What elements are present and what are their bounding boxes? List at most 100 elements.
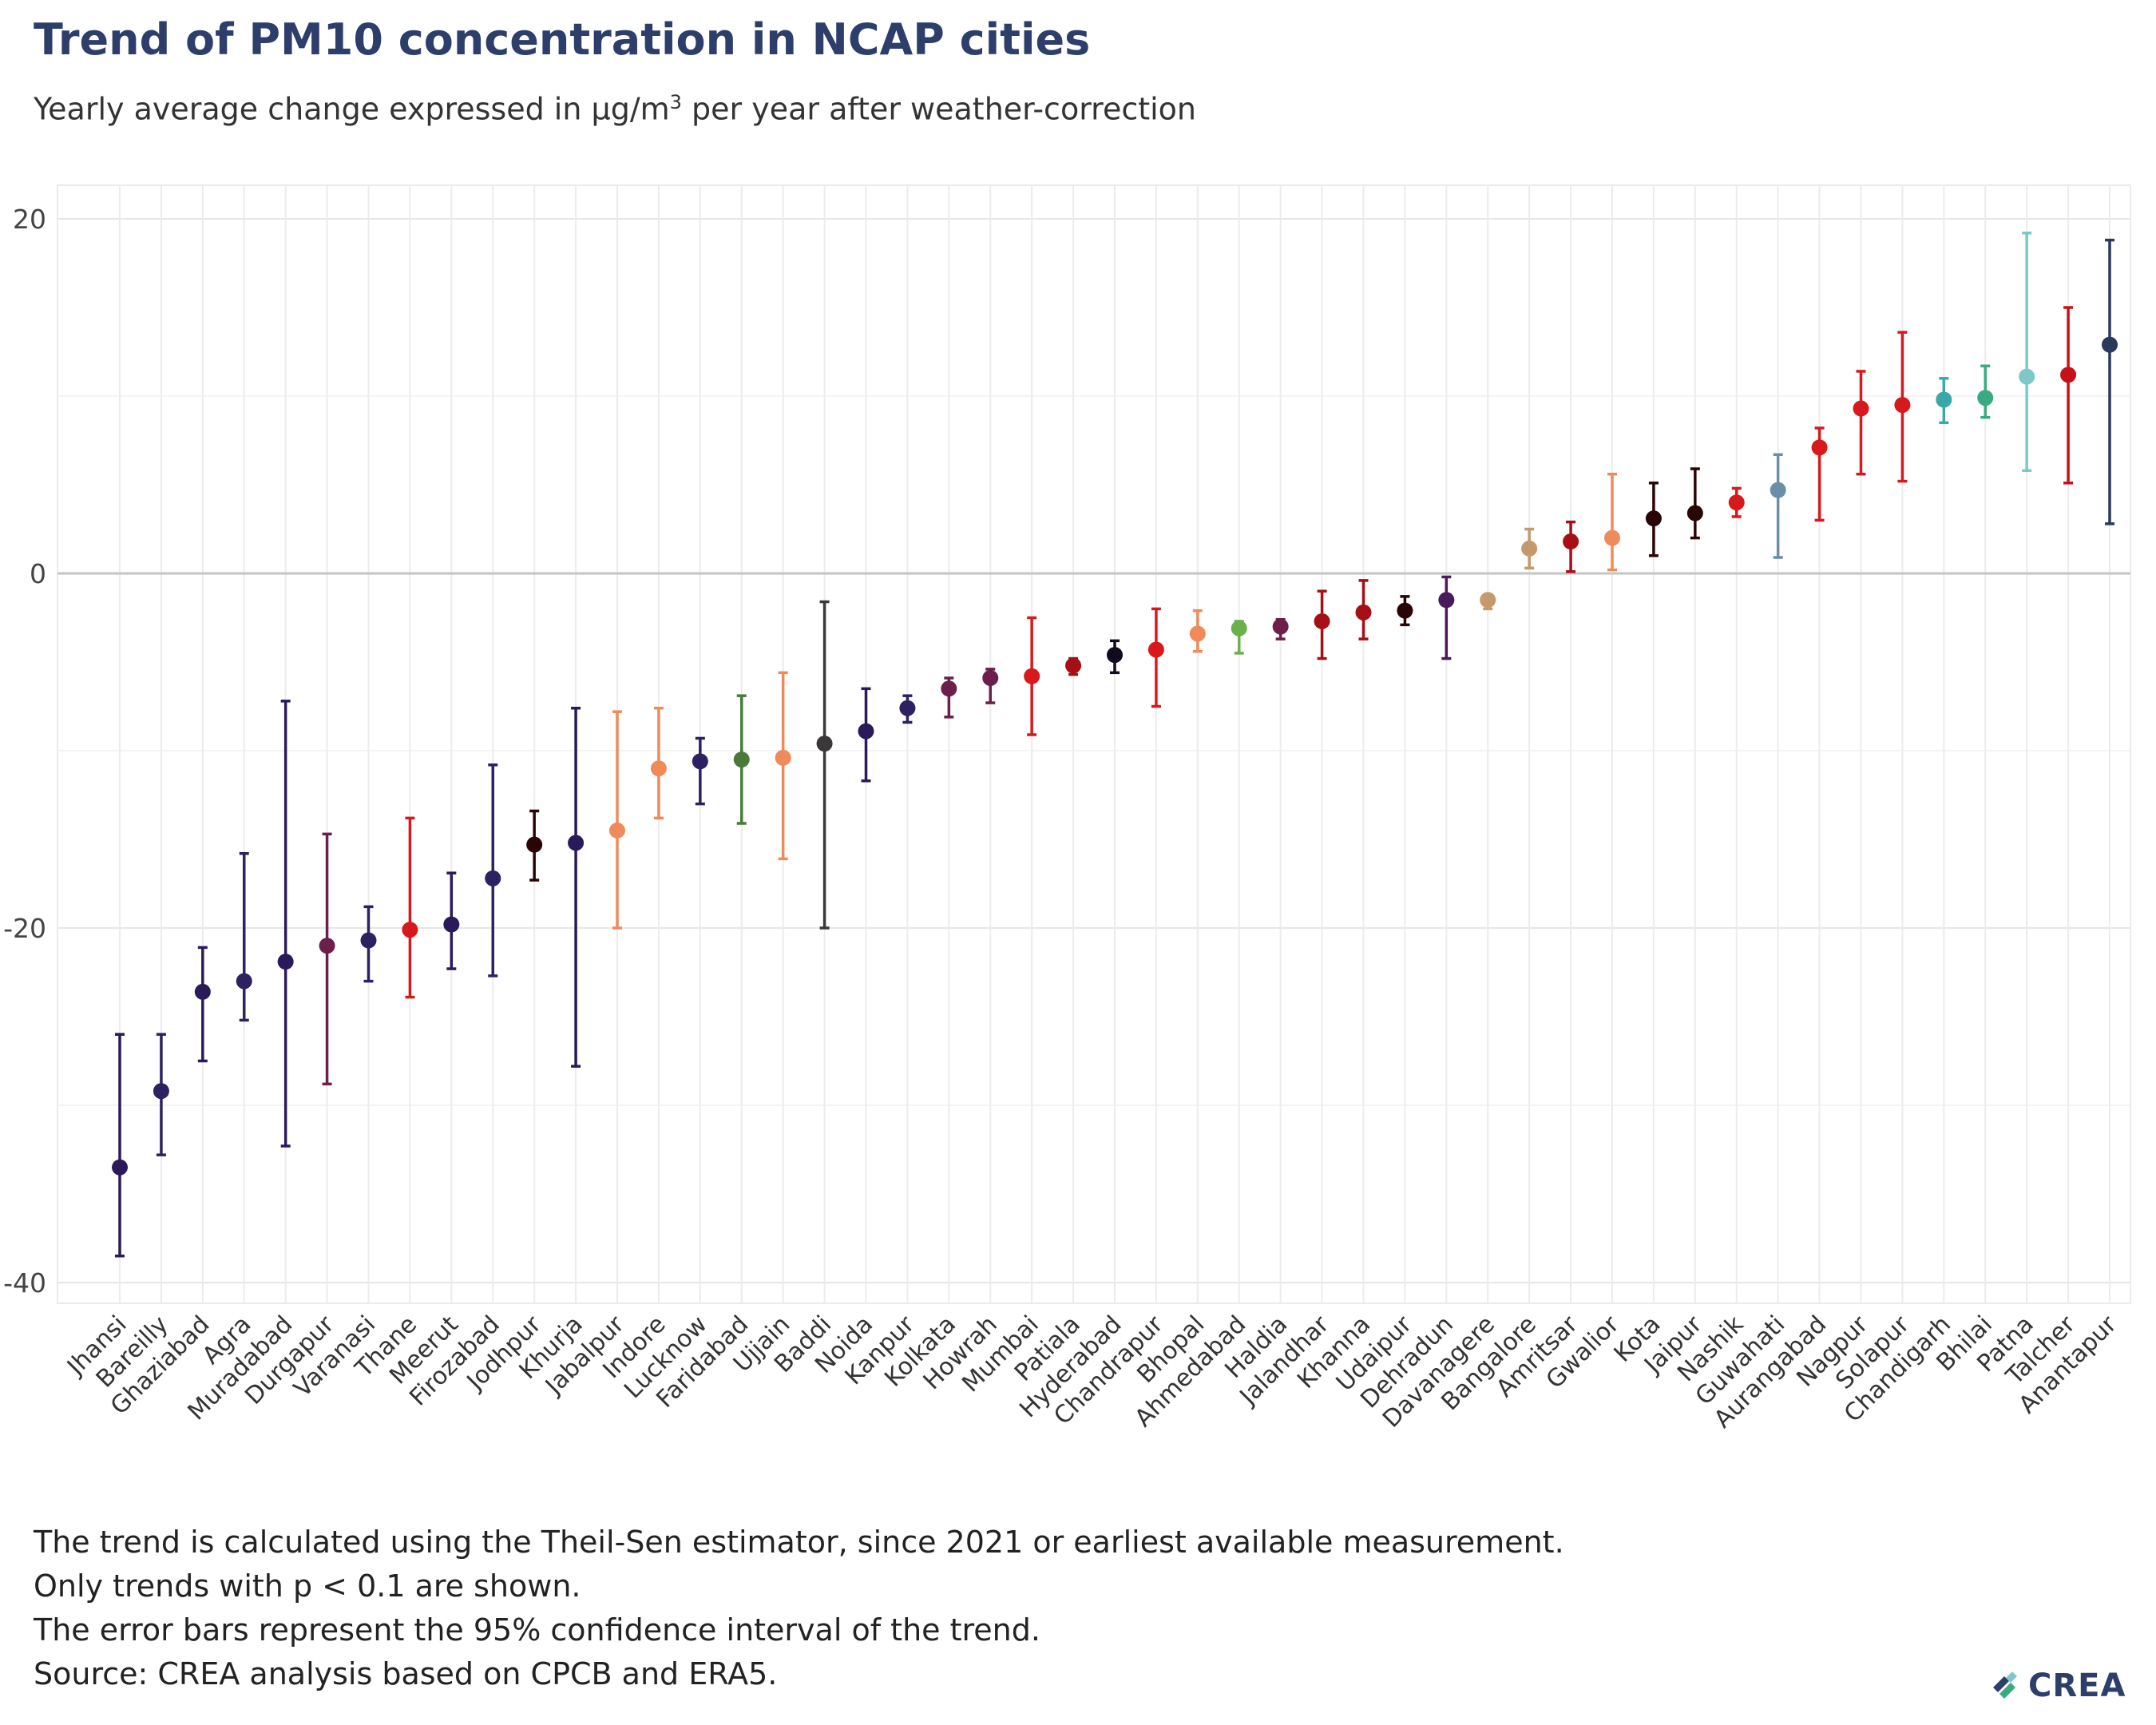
data-point (1272, 618, 1289, 635)
data-point-group (1853, 370, 1869, 476)
data-point (1521, 540, 1538, 557)
data-point-group (1770, 453, 1786, 559)
data-point (1438, 592, 1455, 609)
data-point-group (1355, 579, 1372, 640)
data-point-group (775, 671, 791, 861)
chart-subtitle: Yearly average change expressed in µg/m3… (34, 91, 1196, 127)
data-point-group (402, 816, 418, 999)
data-point (402, 922, 418, 938)
data-point (1853, 400, 1869, 417)
data-point-group (526, 809, 543, 882)
y-tick-label: -40 (3, 1267, 46, 1299)
data-point-group (1314, 589, 1330, 660)
data-point (858, 723, 874, 740)
data-point (526, 836, 543, 853)
data-point-group (650, 706, 667, 820)
data-point (1936, 391, 1952, 408)
data-point-group (1231, 620, 1247, 655)
data-point (1686, 505, 1703, 521)
chart-marks (112, 232, 2118, 1258)
data-point (1355, 604, 1372, 621)
data-point-group (2019, 232, 2035, 472)
data-point (360, 932, 377, 949)
data-point (2060, 367, 2077, 383)
data-point (1604, 529, 1620, 546)
data-point-group (194, 946, 211, 1063)
data-point-group (1480, 592, 1496, 611)
data-point (1480, 592, 1496, 609)
data-point-group (1065, 656, 1082, 676)
data-point-group (1686, 467, 1703, 540)
data-point-group (733, 694, 750, 825)
subtitle-superscript: 3 (669, 91, 682, 113)
note-line: Only trends with p < 0.1 are shown. (34, 1568, 581, 1604)
data-point (194, 983, 211, 1000)
data-point (485, 870, 501, 886)
data-point-group (2102, 238, 2118, 525)
data-point-group (1397, 595, 1413, 627)
chart-notes: The trend is calculated using the Theil-… (34, 1521, 1564, 1696)
data-point-group (692, 736, 708, 806)
data-point (1065, 657, 1082, 674)
subtitle-suffix: per year after weather-correction (681, 91, 1197, 127)
data-point (236, 973, 252, 989)
data-point-group (1189, 609, 1206, 653)
data-point-group (1024, 616, 1040, 736)
data-point-group (2060, 306, 2077, 485)
data-point (1231, 620, 1247, 636)
data-point (568, 835, 585, 851)
crea-logo-text: CREA (2028, 1668, 2126, 1704)
data-point-group (153, 1033, 169, 1156)
crea-logo: CREA (1990, 1668, 2126, 1704)
data-point (1770, 482, 1786, 498)
data-point (112, 1159, 128, 1176)
data-point-group (319, 832, 335, 1086)
data-point (1894, 397, 1911, 414)
data-point-group (112, 1033, 128, 1258)
data-point (1811, 439, 1828, 456)
subtitle-prefix: Yearly average change expressed in µg/m (34, 91, 670, 127)
note-line: The error bars represent the 95% confide… (34, 1612, 1040, 1648)
data-point-group (609, 710, 625, 930)
data-point-group (1272, 617, 1289, 640)
data-point (1107, 647, 1123, 664)
note-line: Source: CREA analysis based on CPCB and … (34, 1656, 778, 1691)
data-point-group (443, 871, 460, 970)
data-point (692, 753, 708, 770)
plot-panel (57, 184, 2131, 1304)
data-point (733, 751, 750, 768)
data-point (1314, 613, 1330, 629)
data-point (277, 954, 294, 970)
y-tick-label: 0 (30, 558, 46, 589)
data-point-group (1147, 607, 1164, 708)
data-point (1397, 602, 1413, 619)
data-point-group (899, 694, 916, 724)
data-point-group (1107, 639, 1123, 675)
data-point (816, 736, 833, 752)
y-axis: 20 0 -20 -40 (3, 204, 46, 1299)
chart-plot: 20 0 -20 -40 JhansiBareillyGhaziabadAgraMur… (3, 184, 2131, 1434)
data-point (319, 938, 335, 954)
data-point (609, 822, 625, 839)
y-tick-label: 20 (13, 204, 46, 235)
data-point (2102, 336, 2118, 353)
data-point-group (568, 706, 585, 1068)
data-point-group (360, 905, 377, 983)
data-point-group (1936, 377, 1952, 425)
data-point-group (1728, 486, 1745, 518)
data-point-group (858, 687, 874, 783)
data-point (1563, 533, 1579, 550)
data-point (941, 680, 957, 697)
data-point-group (941, 676, 957, 719)
data-point (2019, 368, 2035, 385)
data-point-group (236, 852, 252, 1022)
data-point (899, 700, 916, 716)
data-point (1024, 668, 1040, 684)
data-point-group (982, 668, 999, 704)
chart-grid (57, 184, 2131, 1304)
data-point-group (1521, 527, 1538, 570)
data-point-group (1811, 426, 1828, 522)
data-point (1645, 510, 1662, 527)
data-point (153, 1083, 169, 1100)
data-point-group (1894, 331, 1911, 483)
